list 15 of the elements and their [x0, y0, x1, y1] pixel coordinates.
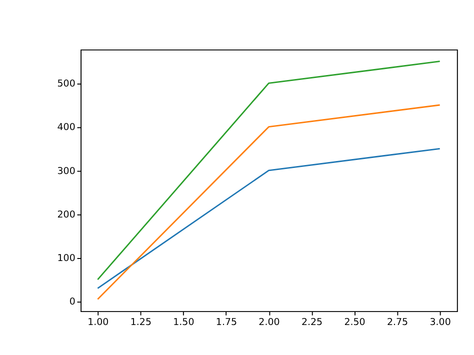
y-tick-label: 200 — [57, 209, 76, 220]
y-tick-label: 400 — [57, 122, 76, 134]
x-tick-label: 1.00 — [88, 316, 109, 328]
x-tick-label: 2.75 — [386, 316, 408, 328]
x-tick-label: 2.50 — [344, 316, 366, 328]
x-tick-label: 1.50 — [173, 316, 194, 328]
x-tick-label: 1.25 — [130, 316, 152, 328]
y-tick-label: 500 — [57, 78, 76, 90]
x-tick-label: 3.00 — [430, 316, 451, 328]
y-tick-label: 300 — [57, 166, 76, 177]
x-tick-label: 2.25 — [301, 316, 323, 328]
x-tick-label: 1.75 — [216, 316, 238, 328]
y-tick-label: 0 — [69, 296, 76, 308]
x-tick-label: 2.00 — [258, 316, 280, 328]
y-tick-label: 100 — [57, 253, 76, 264]
